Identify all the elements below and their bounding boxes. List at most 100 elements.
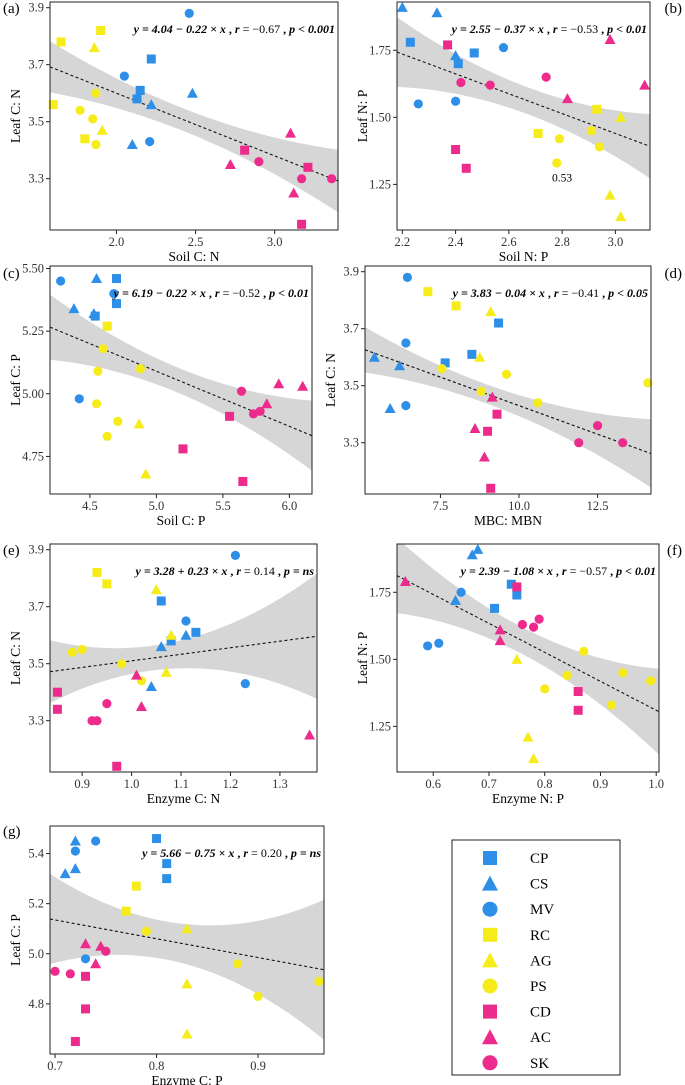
data-point-rc <box>102 579 112 589</box>
fit-equation: y = 2.39 − 1.08 × x <box>459 564 553 578</box>
data-point-cs <box>180 629 192 640</box>
point-annotation: 0.53 <box>552 173 572 185</box>
data-point-sk <box>327 174 337 184</box>
data-point-sk <box>102 699 112 709</box>
data-point-ac <box>273 378 285 389</box>
fit-annotation: y = 4.04 − 0.22 × x , r = −0.67 , p < 0.… <box>132 22 335 36</box>
data-point-sk <box>534 614 544 624</box>
y-tick-label: 3.9 <box>28 543 44 557</box>
x-axis-title: Enzyme C: P <box>151 1073 222 1085</box>
data-point-ps <box>586 126 597 136</box>
data-point-cd <box>492 409 502 419</box>
data-point-ag <box>511 653 523 664</box>
data-point-ps <box>314 976 324 986</box>
y-tick-label: 5.0 <box>28 947 44 961</box>
fit-sep-1: , <box>545 286 554 300</box>
y-tick-label: 1.75 <box>369 585 391 599</box>
data-point-rc <box>92 568 102 577</box>
x-tick-label: 0.6 <box>425 777 441 791</box>
data-point-cp <box>467 349 477 359</box>
fit-annotation: y = 3.28 + 0.23 × x , r = 0.14 , p = ns <box>134 564 315 578</box>
y-tick-label: 4.75 <box>22 449 44 463</box>
data-point-cd <box>52 704 62 714</box>
data-point-ag <box>181 1028 193 1039</box>
chart-panel-7: (g) 0.7 0.8 0.9 4.8 5.0 5.2 5.4 Enzyme C: P Leaf … <box>3 824 325 1085</box>
x-tick-label: 1.2 <box>223 777 239 791</box>
fit-r-eq: = <box>248 846 261 860</box>
x-tick-label: 1.0 <box>648 777 664 791</box>
regression-line <box>50 635 317 673</box>
fit-equation: y = 5.66 − 0.75 × x <box>140 846 234 860</box>
data-point-mv <box>434 638 444 648</box>
fit-r-value: 0.14 <box>254 564 275 578</box>
data-point-ag <box>181 923 193 934</box>
y-axis-title: Leaf N: P <box>355 632 370 684</box>
data-point-sk <box>528 622 539 632</box>
data-point-rc <box>96 26 106 35</box>
data-point-cp <box>132 94 142 104</box>
data-point-ag <box>615 211 627 222</box>
legend-triangle-icon <box>482 1029 498 1045</box>
data-point-cs <box>450 594 462 605</box>
data-point-cd <box>81 1004 91 1014</box>
y-tick-label: 5.25 <box>22 324 44 338</box>
fit-annotation: y = 2.55 − 0.37 × x , r = −0.53 , p < 0.… <box>450 22 647 36</box>
data-point-ac <box>399 576 411 587</box>
x-tick-label: 2.6 <box>501 235 517 249</box>
chart-panel-3: (c) 4.5 5.0 5.5 6.0 4.75 5.00 5.25 5.50 Soil C: P… <box>3 262 313 528</box>
data-point-ac <box>297 380 309 391</box>
fit-r-value: 0.20 <box>261 846 282 860</box>
data-point-cs <box>394 360 406 371</box>
data-point-cp <box>111 299 121 309</box>
legend-circle-icon <box>482 901 498 917</box>
fit-sep-2: , <box>282 846 291 860</box>
data-point-cp <box>162 859 172 869</box>
x-tick-label: 2.4 <box>448 235 464 249</box>
y-tick-label: 5.4 <box>28 847 44 861</box>
data-point-cs <box>396 1 408 12</box>
x-tick-label: 6.0 <box>282 499 298 513</box>
y-tick-label: 1.75 <box>369 43 391 57</box>
y-tick-label: 1.25 <box>369 177 391 191</box>
data-point-ac <box>304 729 316 740</box>
fit-r-symbol: r <box>236 564 241 578</box>
fit-r-symbol: r <box>562 564 567 578</box>
fit-equation: y = 4.04 − 0.22 × x <box>132 22 226 36</box>
confidence-band <box>50 573 317 703</box>
data-point-cs <box>155 641 167 652</box>
chart-panel-1: (a) 2.0 2.5 3.0 3.3 3.5 3.7 3.9 Soil C: N Leaf C:… <box>3 1 339 264</box>
fit-r-value: −0.67 <box>252 22 280 36</box>
plot-frame <box>49 265 313 495</box>
data-point-ac <box>469 422 481 433</box>
data-point-ps <box>75 105 85 115</box>
data-point-cs <box>69 863 81 874</box>
data-point-cd <box>303 162 313 172</box>
plot-frame <box>49 1 339 231</box>
legend-item-ps: PS <box>482 978 547 995</box>
data-point-cp <box>191 627 201 637</box>
x-tick-label: 1.3 <box>272 777 288 791</box>
data-point-cd <box>461 163 471 173</box>
legend-item-ac: AC <box>482 1029 551 1046</box>
y-tick-label: 3.3 <box>343 436 359 450</box>
data-point-ac <box>288 187 300 198</box>
x-tick-label: 5.0 <box>149 499 165 513</box>
y-axis-title: Leaf C: P <box>8 914 23 966</box>
data-point-cd <box>443 40 453 50</box>
data-point-cp <box>166 636 176 646</box>
data-point-ag <box>528 753 540 764</box>
data-point-ps <box>554 134 565 144</box>
legend-item-cs: CS <box>482 875 548 893</box>
y-axis-title: Leaf N: P <box>355 90 370 142</box>
data-point-mv <box>401 338 411 348</box>
data-point-ps <box>88 114 98 124</box>
data-point-ps <box>533 398 543 408</box>
confidence-band <box>365 327 651 488</box>
data-point-ag <box>485 306 497 317</box>
legend-square-icon <box>483 851 497 865</box>
x-tick-label: 5.5 <box>215 499 231 513</box>
data-point-rc <box>121 906 131 916</box>
data-point-rc <box>56 37 66 47</box>
data-point-cd <box>240 145 250 155</box>
